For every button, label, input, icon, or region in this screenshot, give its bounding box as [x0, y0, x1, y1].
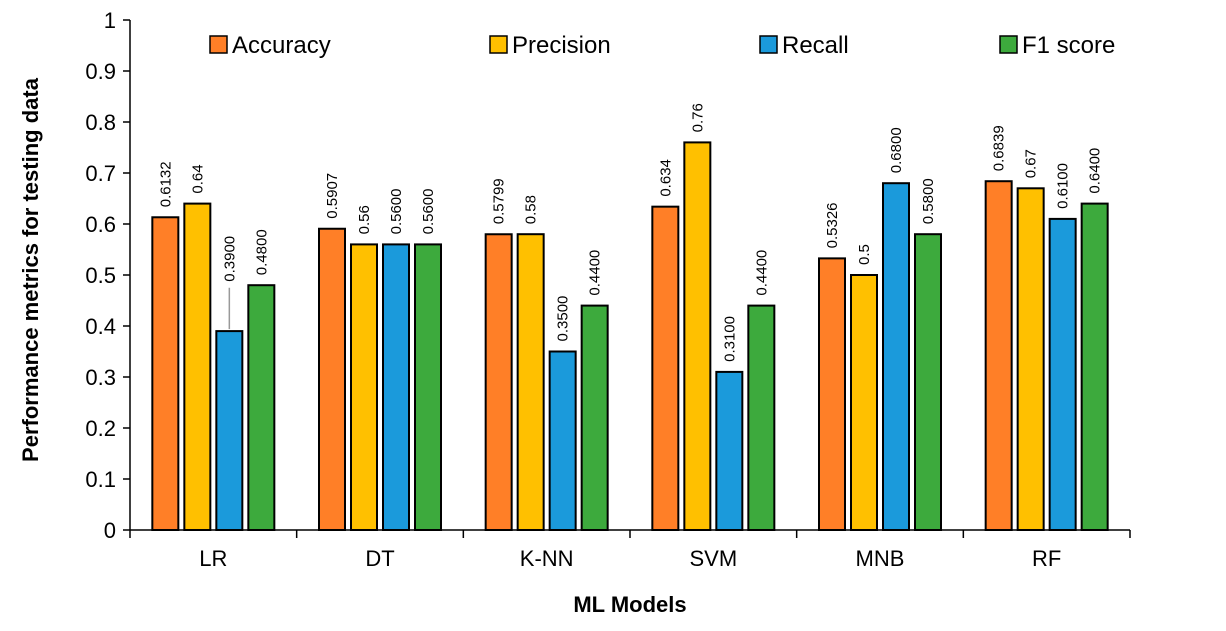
y-axis-title: Performance metrics for testing data: [18, 77, 43, 462]
y-tick-label: 1: [104, 8, 116, 33]
y-tick-label: 0.1: [85, 467, 116, 492]
x-tick-label: DT: [365, 546, 394, 571]
y-tick-label: 0: [104, 518, 116, 543]
bar-accuracy: [484, 233, 513, 531]
legend: Accuracy Precision Recall F1 score: [209, 32, 1115, 59]
bar-f1-score: [580, 304, 609, 531]
x-tick-label: SVM: [689, 546, 737, 571]
data-label: 0.6800: [888, 127, 905, 173]
legend-label: Accuracy: [232, 32, 331, 59]
bar-recall: [382, 243, 410, 531]
data-label: 0.5799: [491, 178, 508, 224]
bar-precision: [850, 274, 878, 531]
data-label: 0.5800: [920, 178, 937, 224]
legend-swatch: [489, 35, 508, 54]
x-tick-label: LR: [199, 546, 227, 571]
bar-f1-score: [747, 304, 776, 531]
legend-label: Recall: [782, 32, 849, 59]
bar-precision: [350, 243, 378, 531]
data-label: 0.3500: [555, 296, 572, 342]
bar-recall: [215, 330, 244, 531]
data-label: 0.5: [856, 244, 873, 265]
bar-precision: [183, 202, 212, 531]
y-tick-label: 0.2: [85, 416, 116, 441]
data-label: 0.5907: [324, 173, 341, 219]
x-tick-label: RF: [1032, 546, 1061, 571]
y-tick-label: 0.3: [85, 365, 116, 390]
bar-f1-score: [914, 233, 942, 531]
bar-recall: [548, 350, 577, 531]
legend-swatch: [209, 35, 228, 54]
y-tick-label: 0.4: [85, 314, 116, 339]
data-label: 0.4800: [253, 229, 270, 275]
bar-accuracy: [151, 216, 180, 531]
y-tick-label: 0.5: [85, 263, 116, 288]
data-label: 0.6100: [1055, 163, 1072, 209]
bar-precision: [683, 141, 712, 531]
bar-recall: [715, 370, 744, 531]
data-label: 0.64: [189, 164, 206, 193]
bars: [151, 141, 1109, 532]
x-tick-label: MNB: [856, 546, 905, 571]
bar-accuracy: [318, 227, 346, 531]
data-label: 0.4400: [753, 250, 770, 296]
data-label: 0.5326: [824, 202, 841, 248]
data-label: 0.5600: [420, 189, 437, 235]
data-label: 0.634: [657, 159, 674, 197]
legend-swatch: [759, 35, 778, 54]
y-tick-label: 0.9: [85, 59, 116, 84]
legend-swatch: [999, 35, 1018, 54]
y-tick-label: 0.7: [85, 161, 116, 186]
data-label: 0.5600: [388, 189, 405, 235]
axes: 0 0.1 0.2 0.3 0.4 0.5 0.6 0.7 0.8 0.9 1 LR DT K-NN SVM…: [85, 8, 1131, 571]
data-label: 0.58: [523, 195, 540, 224]
data-labels: 0.6132 0.5907 0.57990.6340.53260.68390.640…: [157, 103, 1103, 362]
x-axis-title: ML Models: [573, 592, 686, 617]
bar-f1-score: [1080, 202, 1109, 531]
bar-precision: [516, 233, 545, 531]
bar-accuracy: [651, 205, 680, 531]
legend-label: Precision: [512, 32, 611, 59]
bar-recall: [1048, 217, 1077, 531]
y-tick-label: 0.6: [85, 212, 116, 237]
data-label: 0.67: [1023, 149, 1040, 178]
bar-f1-score: [414, 243, 442, 531]
y-tick-label: 0.8: [85, 110, 116, 135]
bar-recall: [882, 182, 910, 531]
data-label: 0.3100: [721, 316, 738, 362]
x-tick-label: K-NN: [520, 546, 574, 571]
bar-accuracy: [984, 180, 1013, 531]
bar-f1-score: [247, 284, 276, 532]
data-label: 0.6132: [157, 161, 174, 207]
bar-precision: [1016, 187, 1045, 532]
legend-label: F1 score: [1022, 32, 1115, 59]
data-label: 0.76: [689, 103, 706, 132]
data-label: 0.6400: [1087, 148, 1104, 194]
bar-accuracy: [818, 257, 846, 531]
data-label: 0.4400: [587, 250, 604, 296]
data-label: 0.3900: [221, 236, 238, 282]
data-label: 0.56: [356, 205, 373, 234]
data-label: 0.6839: [991, 125, 1008, 171]
